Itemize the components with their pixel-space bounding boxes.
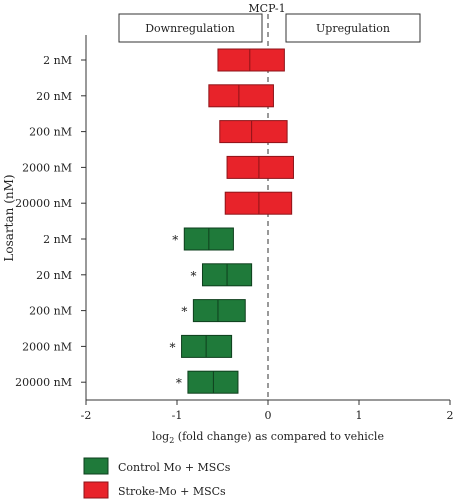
significance-marker: * [172,233,178,247]
upregulation-label: Upregulation [316,22,390,35]
legend-swatch-stroke [83,481,109,499]
downregulation-label: Downregulation [145,22,235,35]
x-axis-label-subscript: 2 [169,436,174,445]
x-axis-label-prefix: log [152,430,169,443]
x-tick-label: 0 [265,409,272,422]
significance-marker: * [181,305,187,319]
x-axis-label: log2 (fold change) as compared to vehicl… [152,430,384,445]
y-tick-label: 2 nM [43,54,72,67]
y-axis-label: Losartan (nM) [2,174,16,261]
legend-swatch-control [83,457,109,475]
data-box [217,48,285,72]
x-tick-label: -1 [172,409,183,422]
x-tick-label: 1 [356,409,363,422]
legend-label-control: Control Mo + MSCs [118,461,231,474]
data-box [192,299,246,323]
legend-label-stroke: Stroke-Mo + MSCs [118,485,226,498]
significance-marker: * [176,376,182,390]
chart-marks: -2 -1 0 1 2 2 nM 20 nM 200 nM 2000 nM 20000 nM 2 n… [15,48,454,422]
significance-marker: * [190,269,196,283]
upregulation-box [285,13,421,43]
y-tick-label: 200 nM [29,305,72,318]
y-tick-label: 200 nM [29,126,72,139]
x-tick-label: -2 [81,409,92,422]
y-tick-label: 2 nM [43,233,72,246]
x-tick-label: 2 [447,409,454,422]
downregulation-box [118,13,263,43]
y-tick-label: 20000 nM [15,197,72,210]
y-tick-label: 20000 nM [15,376,72,389]
data-box [226,155,294,179]
x-axis-label-suffix: (fold change) as compared to vehicle [174,430,384,443]
significance-marker: * [170,340,176,354]
y-tick-label: 2000 nM [22,161,72,174]
chart-title: MCP-1 [248,2,285,15]
legend: Control Mo + MSCs Stroke-Mo + MSCs [83,457,231,499]
data-box [219,120,288,144]
y-tick-label: 20 nM [36,90,72,103]
y-tick-label: 2000 nM [22,340,72,353]
data-box [208,84,274,108]
y-tick-label: 20 nM [36,269,72,282]
